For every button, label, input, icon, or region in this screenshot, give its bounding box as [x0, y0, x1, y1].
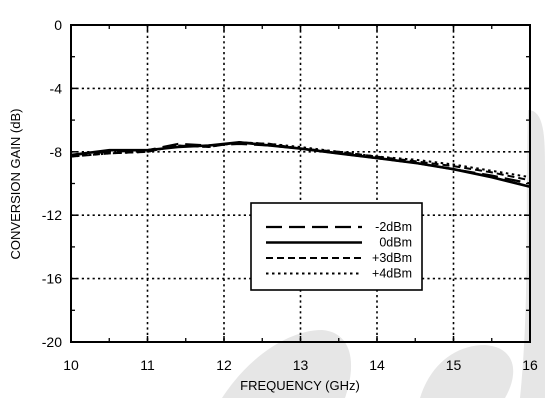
x-tick-label: 13: [293, 357, 309, 373]
legend: -2dBm 0dBm+3dBm +4dBm: [250, 202, 423, 291]
legend-label: +4dBm: [372, 267, 412, 281]
x-tick-label: 10: [63, 357, 79, 373]
grid-lines: [71, 25, 530, 342]
legend-box: [250, 202, 423, 291]
y-tick-label: 0: [54, 17, 62, 33]
series-lines: [70, 141, 531, 188]
y-tick-label: -16: [42, 271, 62, 287]
x-tick-label: 11: [140, 357, 155, 373]
watermark-graphic: [222, 110, 545, 398]
x-axis-label: FREQUENCY (GHz): [240, 378, 360, 393]
y-axis-label: CONVERSION GAIN (dB): [8, 109, 23, 260]
legend-label: 0dBm: [379, 236, 412, 250]
x-tick-label: 15: [446, 357, 462, 373]
y-tick-label: -20: [42, 334, 62, 350]
x-tick-label: 16: [522, 357, 538, 373]
legend-label: -2dBm: [375, 220, 412, 234]
y-tick-label: -12: [42, 207, 62, 223]
x-tick-labels: 10 11 12 13 14 15 16: [63, 357, 538, 373]
x-tick-label: 14: [369, 357, 385, 373]
legend-label: +3dBm: [372, 251, 412, 265]
y-tick-label: -4: [50, 80, 63, 96]
axis-ticks: [70, 24, 531, 343]
series-line-3dbm: [70, 141, 531, 182]
y-tick-label: -8: [50, 144, 63, 160]
series-line-4dbm: [70, 141, 531, 179]
y-tick-labels: 0 -4 -8 -12 -16 -20: [42, 17, 62, 350]
x-tick-label: 12: [216, 357, 232, 373]
